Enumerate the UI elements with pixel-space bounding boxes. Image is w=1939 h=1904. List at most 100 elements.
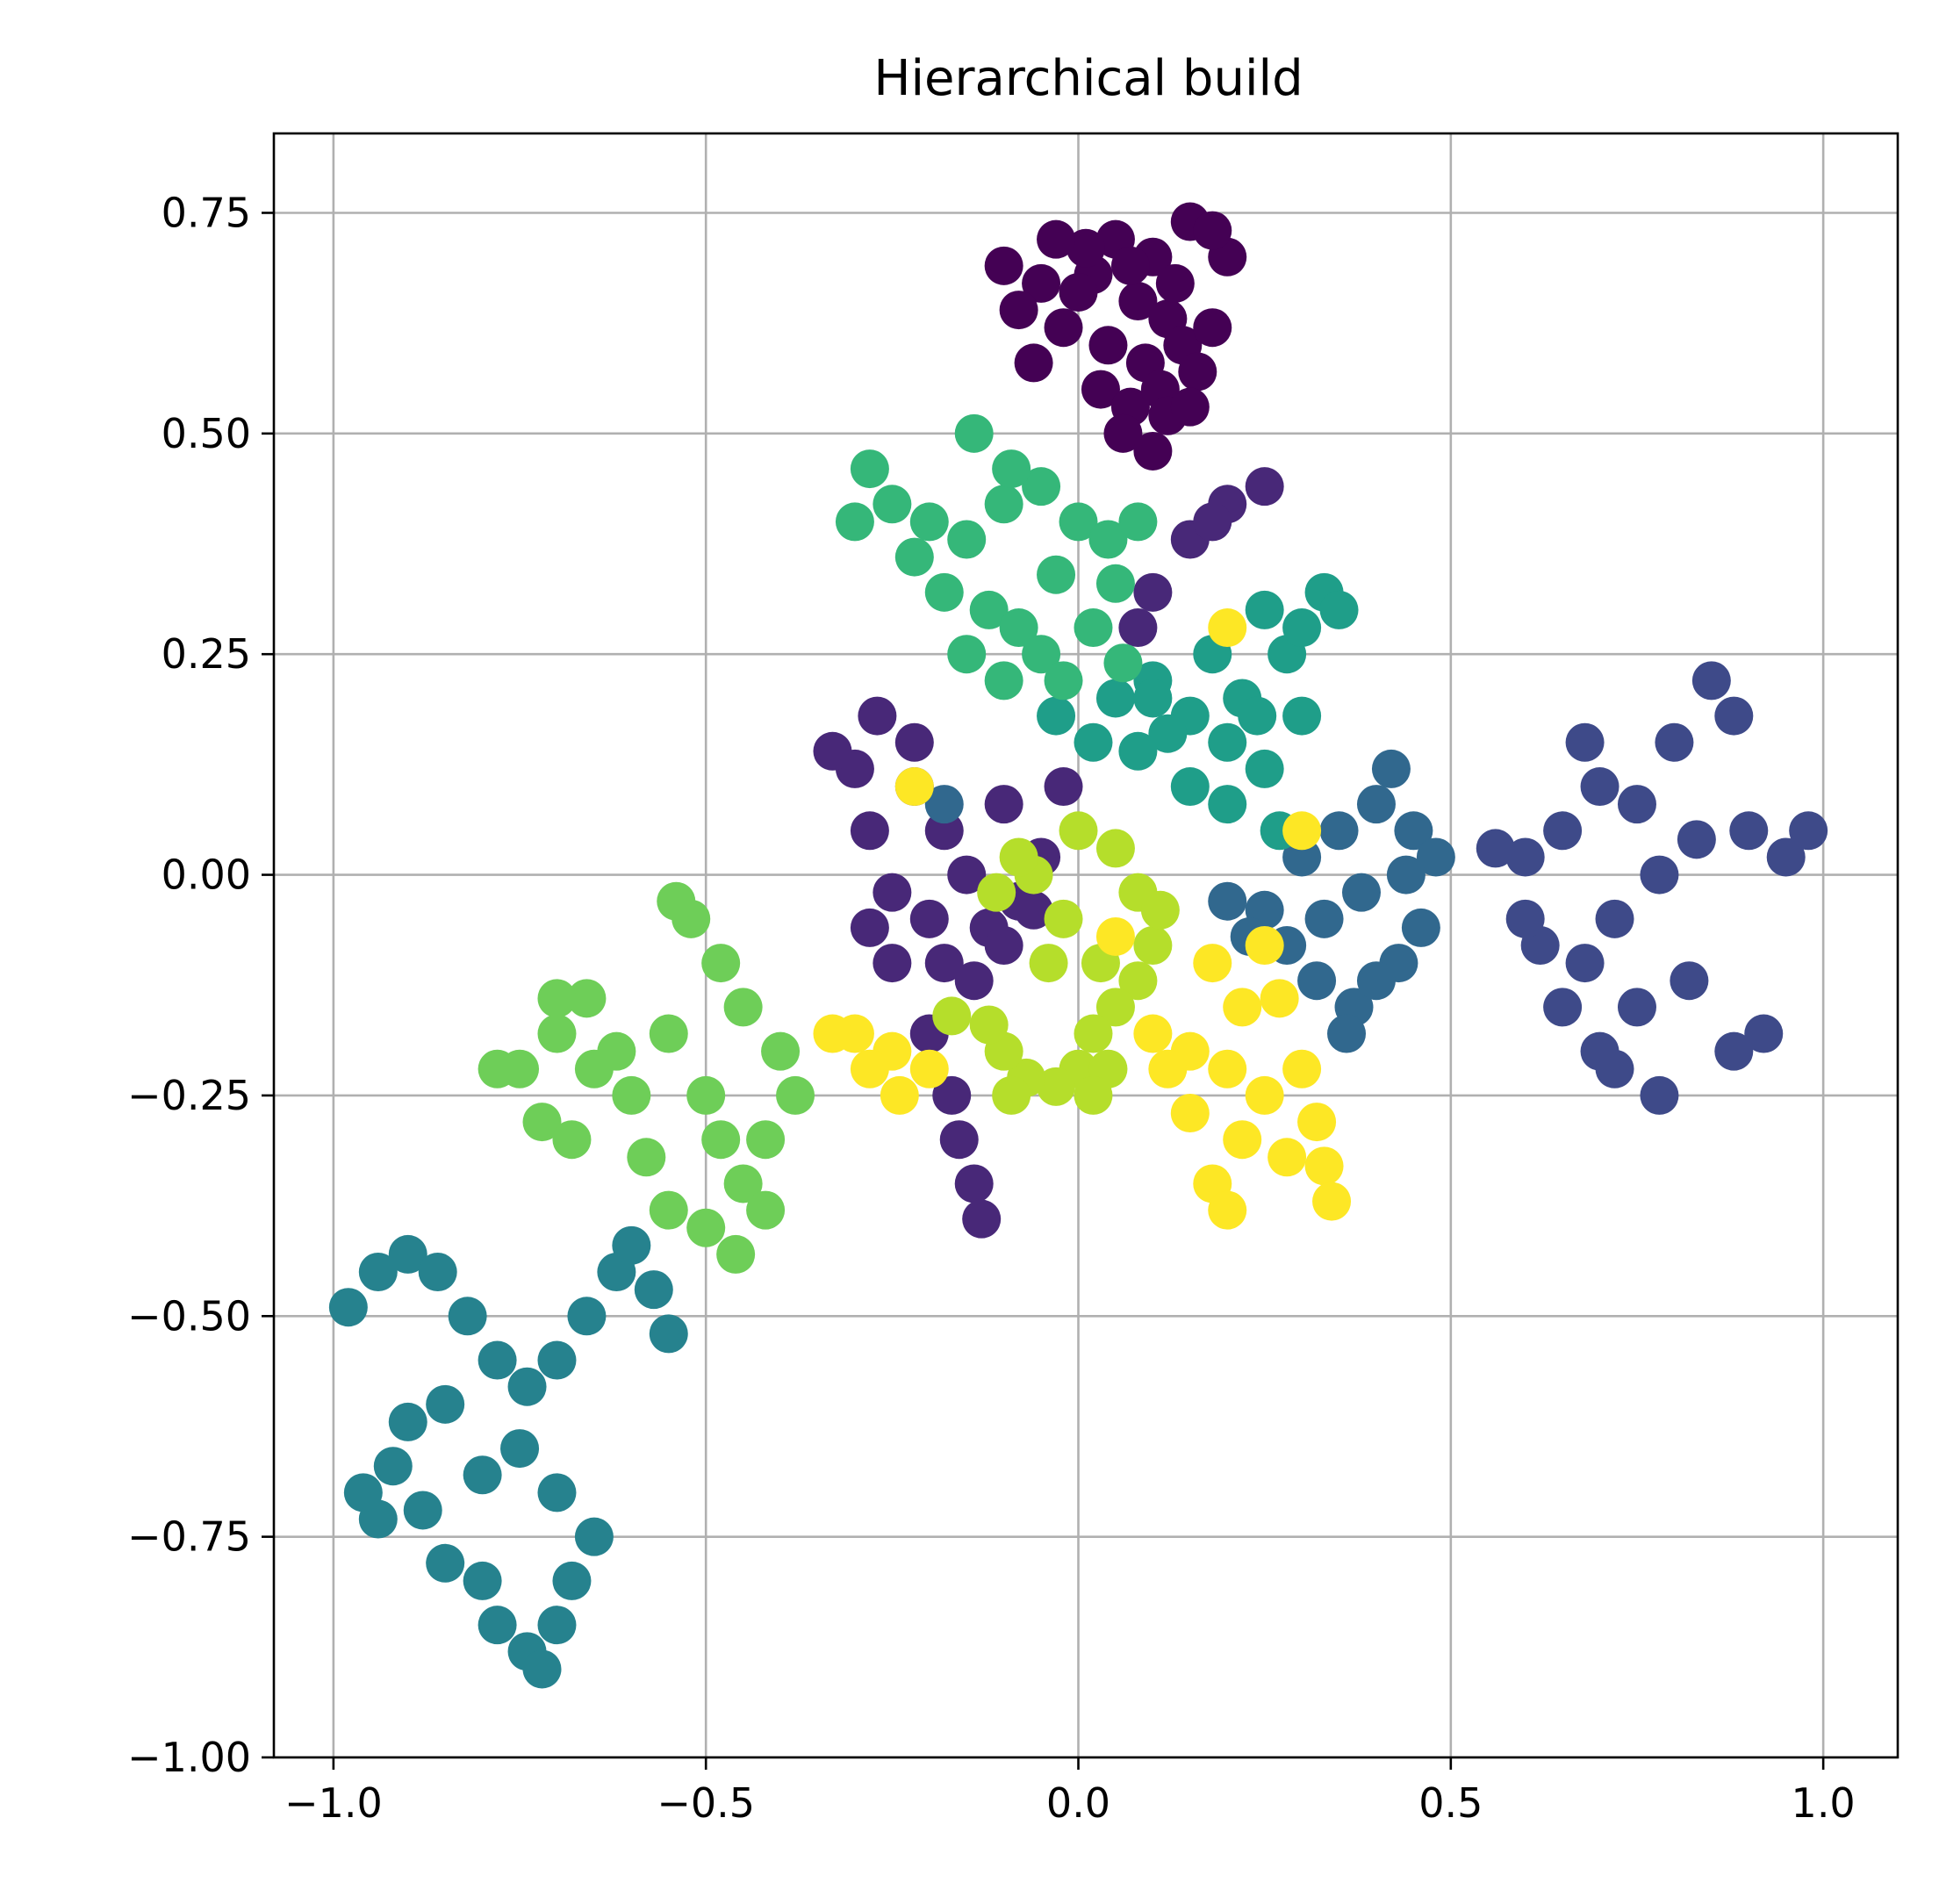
x-tick-label: −1.0 [284, 1779, 383, 1827]
data-point [1670, 961, 1709, 1001]
data-point [1193, 308, 1232, 348]
data-point [1133, 1014, 1173, 1053]
data-point [1282, 608, 1322, 648]
data-point [873, 485, 912, 524]
data-point [1744, 1014, 1784, 1053]
data-point [1022, 467, 1061, 507]
data-point [746, 1190, 786, 1230]
data-point [1312, 1182, 1352, 1221]
data-point [1260, 979, 1299, 1018]
data-point [999, 291, 1038, 330]
data-point [1677, 820, 1716, 859]
data-point [984, 485, 1023, 524]
data-point [1148, 1049, 1188, 1089]
data-point [388, 1402, 427, 1441]
data-point [1282, 837, 1322, 877]
data-point [1245, 467, 1284, 507]
data-point [1193, 211, 1232, 250]
data-point [776, 1075, 815, 1115]
data-point [880, 1075, 919, 1115]
data-point [686, 1075, 726, 1115]
data-point [1110, 246, 1150, 285]
data-point [962, 1199, 1002, 1239]
data-point [649, 1014, 688, 1053]
data-point [984, 785, 1023, 824]
data-point [1044, 899, 1083, 938]
data-point [954, 961, 994, 1001]
data-point [1095, 988, 1135, 1027]
data-points [328, 202, 1828, 1689]
data-point [1297, 1103, 1337, 1142]
data-point [627, 1138, 666, 1177]
y-tick-label: −0.75 [127, 1513, 251, 1561]
y-tick-label: 0.00 [162, 851, 251, 899]
data-point [1505, 899, 1545, 938]
data-point [1014, 890, 1053, 930]
data-point [328, 1288, 368, 1327]
data-point [1617, 988, 1656, 1027]
data-point [1059, 272, 1098, 312]
data-point [894, 537, 934, 577]
y-tick-label: −0.50 [127, 1292, 251, 1340]
data-point [426, 1384, 465, 1424]
data-point [1037, 219, 1076, 259]
data-point [343, 1473, 383, 1512]
data-point [1044, 308, 1083, 348]
x-tick-label: −0.5 [657, 1779, 755, 1827]
data-point [932, 996, 972, 1036]
data-point [358, 1253, 398, 1292]
data-point [1691, 661, 1731, 701]
data-point [1729, 811, 1769, 851]
data-point [1074, 722, 1113, 762]
data-point [1394, 811, 1433, 851]
data-point [1297, 961, 1337, 1001]
y-tick-label: 0.25 [162, 630, 251, 678]
data-point [969, 590, 1009, 629]
data-point [612, 1075, 651, 1115]
data-point [1118, 608, 1158, 648]
data-point [1140, 890, 1180, 930]
data-point [1059, 502, 1098, 542]
cluster-4 [328, 1225, 688, 1689]
data-point [1037, 1067, 1076, 1106]
x-tick-label: 0.5 [1418, 1779, 1483, 1827]
cluster-7 [478, 881, 815, 1274]
data-point [954, 413, 994, 453]
data-point [1208, 881, 1247, 921]
data-point [947, 520, 987, 559]
data-point [1543, 811, 1583, 851]
data-point [373, 1447, 413, 1486]
data-point [1640, 1075, 1679, 1115]
data-point [1148, 714, 1188, 753]
data-point [1789, 811, 1828, 851]
data-point [909, 502, 949, 542]
data-point [1595, 1049, 1634, 1089]
data-point [478, 1606, 517, 1645]
cluster-6 [835, 413, 1158, 701]
data-point [1386, 855, 1426, 895]
data-point [1037, 696, 1076, 736]
data-point [1640, 855, 1679, 895]
cluster-9 [813, 608, 1352, 1230]
data-point [1245, 590, 1284, 629]
data-point [984, 926, 1023, 965]
data-point [813, 731, 852, 771]
data-point [478, 1049, 517, 1089]
data-point [500, 1429, 540, 1469]
data-point [1565, 722, 1605, 762]
data-point [1118, 282, 1158, 321]
data-point [1095, 679, 1135, 718]
data-point [1268, 1138, 1307, 1177]
y-tick-label: 0.75 [162, 189, 251, 236]
data-point [1238, 696, 1277, 736]
data-point [954, 1164, 994, 1203]
data-point [552, 1120, 592, 1160]
data-point [1074, 1014, 1113, 1053]
data-point [1118, 961, 1158, 1001]
data-point [1282, 811, 1322, 851]
data-point [1245, 926, 1284, 965]
data-point [1416, 837, 1455, 877]
data-point [1074, 1075, 1113, 1115]
data-point [478, 1340, 517, 1380]
